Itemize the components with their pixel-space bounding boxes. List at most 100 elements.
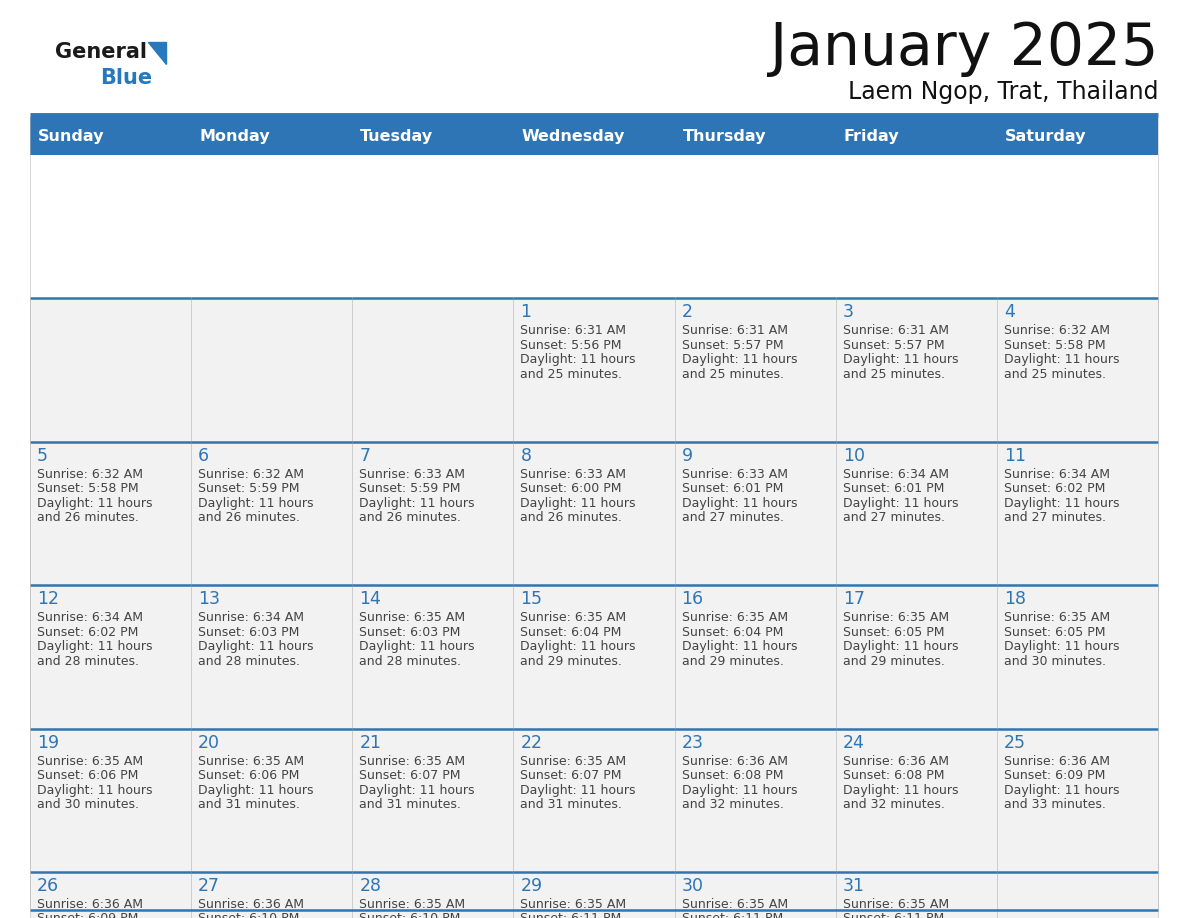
Text: Daylight: 11 hours: Daylight: 11 hours bbox=[198, 784, 314, 797]
Text: 30: 30 bbox=[682, 877, 703, 895]
Text: Daylight: 11 hours: Daylight: 11 hours bbox=[1004, 497, 1119, 509]
Text: Sunrise: 6:36 AM: Sunrise: 6:36 AM bbox=[842, 755, 949, 767]
Text: Sunset: 6:08 PM: Sunset: 6:08 PM bbox=[842, 769, 944, 782]
Text: 1: 1 bbox=[520, 304, 531, 321]
Text: and 27 minutes.: and 27 minutes. bbox=[842, 511, 944, 524]
Text: 16: 16 bbox=[682, 590, 703, 609]
Text: and 27 minutes.: and 27 minutes. bbox=[1004, 511, 1106, 524]
Text: Daylight: 11 hours: Daylight: 11 hours bbox=[37, 497, 152, 509]
Text: and 29 minutes.: and 29 minutes. bbox=[520, 655, 623, 667]
Text: Daylight: 11 hours: Daylight: 11 hours bbox=[520, 353, 636, 366]
Text: and 32 minutes.: and 32 minutes. bbox=[682, 798, 783, 812]
Text: Sunday: Sunday bbox=[38, 129, 105, 143]
Text: Sunrise: 6:35 AM: Sunrise: 6:35 AM bbox=[520, 898, 626, 911]
Text: Daylight: 11 hours: Daylight: 11 hours bbox=[198, 640, 314, 654]
FancyBboxPatch shape bbox=[835, 117, 997, 155]
FancyBboxPatch shape bbox=[30, 117, 191, 155]
Text: Daylight: 11 hours: Daylight: 11 hours bbox=[520, 784, 636, 797]
Text: 24: 24 bbox=[842, 733, 865, 752]
Text: and 25 minutes.: and 25 minutes. bbox=[682, 368, 784, 381]
Text: and 31 minutes.: and 31 minutes. bbox=[359, 798, 461, 812]
Text: Laem Ngop, Trat, Thailand: Laem Ngop, Trat, Thailand bbox=[847, 80, 1158, 104]
Text: 14: 14 bbox=[359, 590, 381, 609]
Text: Sunrise: 6:36 AM: Sunrise: 6:36 AM bbox=[37, 898, 143, 911]
Text: Sunset: 6:00 PM: Sunset: 6:00 PM bbox=[520, 482, 623, 496]
Text: 8: 8 bbox=[520, 447, 531, 465]
Text: 13: 13 bbox=[198, 590, 220, 609]
Text: Sunrise: 6:35 AM: Sunrise: 6:35 AM bbox=[1004, 611, 1110, 624]
Text: 29: 29 bbox=[520, 877, 543, 895]
FancyBboxPatch shape bbox=[997, 872, 1158, 918]
Text: and 28 minutes.: and 28 minutes. bbox=[37, 655, 139, 667]
Text: Sunset: 6:04 PM: Sunset: 6:04 PM bbox=[682, 626, 783, 639]
Text: 23: 23 bbox=[682, 733, 703, 752]
Text: Sunset: 6:10 PM: Sunset: 6:10 PM bbox=[359, 912, 461, 918]
FancyBboxPatch shape bbox=[997, 585, 1158, 729]
Text: Sunset: 6:07 PM: Sunset: 6:07 PM bbox=[359, 769, 461, 782]
Text: and 31 minutes.: and 31 minutes. bbox=[520, 798, 623, 812]
FancyBboxPatch shape bbox=[191, 729, 353, 872]
Text: and 29 minutes.: and 29 minutes. bbox=[842, 655, 944, 667]
Text: Sunrise: 6:34 AM: Sunrise: 6:34 AM bbox=[1004, 468, 1110, 481]
Text: Sunrise: 6:34 AM: Sunrise: 6:34 AM bbox=[198, 611, 304, 624]
Text: Sunset: 6:03 PM: Sunset: 6:03 PM bbox=[359, 626, 461, 639]
Text: Daylight: 11 hours: Daylight: 11 hours bbox=[682, 784, 797, 797]
Text: and 30 minutes.: and 30 minutes. bbox=[37, 798, 139, 812]
FancyBboxPatch shape bbox=[835, 729, 997, 872]
Text: Sunset: 6:04 PM: Sunset: 6:04 PM bbox=[520, 626, 621, 639]
Text: 27: 27 bbox=[198, 877, 220, 895]
FancyBboxPatch shape bbox=[675, 117, 835, 155]
Text: 7: 7 bbox=[359, 447, 371, 465]
Text: Sunrise: 6:36 AM: Sunrise: 6:36 AM bbox=[1004, 755, 1110, 767]
Text: 17: 17 bbox=[842, 590, 865, 609]
Text: Saturday: Saturday bbox=[1005, 129, 1086, 143]
Text: Sunrise: 6:33 AM: Sunrise: 6:33 AM bbox=[682, 468, 788, 481]
Text: 10: 10 bbox=[842, 447, 865, 465]
Text: Monday: Monday bbox=[200, 129, 270, 143]
Text: and 31 minutes.: and 31 minutes. bbox=[198, 798, 301, 812]
FancyBboxPatch shape bbox=[191, 117, 353, 155]
Text: Sunset: 5:59 PM: Sunset: 5:59 PM bbox=[359, 482, 461, 496]
FancyBboxPatch shape bbox=[675, 585, 835, 729]
Text: Sunset: 5:57 PM: Sunset: 5:57 PM bbox=[682, 339, 783, 352]
Text: Sunrise: 6:32 AM: Sunrise: 6:32 AM bbox=[198, 468, 304, 481]
FancyBboxPatch shape bbox=[30, 298, 191, 442]
Text: Sunset: 6:11 PM: Sunset: 6:11 PM bbox=[520, 912, 621, 918]
Text: and 26 minutes.: and 26 minutes. bbox=[359, 511, 461, 524]
Text: Blue: Blue bbox=[100, 68, 152, 88]
Text: and 32 minutes.: and 32 minutes. bbox=[842, 798, 944, 812]
FancyBboxPatch shape bbox=[353, 729, 513, 872]
Text: Daylight: 11 hours: Daylight: 11 hours bbox=[842, 640, 959, 654]
FancyBboxPatch shape bbox=[353, 298, 513, 442]
Text: 25: 25 bbox=[1004, 733, 1026, 752]
Text: Sunrise: 6:35 AM: Sunrise: 6:35 AM bbox=[198, 755, 304, 767]
Text: Sunrise: 6:31 AM: Sunrise: 6:31 AM bbox=[520, 324, 626, 338]
Text: January 2025: January 2025 bbox=[770, 20, 1158, 77]
Text: Sunset: 5:56 PM: Sunset: 5:56 PM bbox=[520, 339, 623, 352]
Text: and 28 minutes.: and 28 minutes. bbox=[198, 655, 301, 667]
Text: Daylight: 11 hours: Daylight: 11 hours bbox=[1004, 640, 1119, 654]
Text: and 26 minutes.: and 26 minutes. bbox=[198, 511, 301, 524]
FancyBboxPatch shape bbox=[997, 442, 1158, 585]
Text: Sunset: 6:01 PM: Sunset: 6:01 PM bbox=[842, 482, 944, 496]
Text: 3: 3 bbox=[842, 304, 854, 321]
FancyBboxPatch shape bbox=[675, 729, 835, 872]
Text: and 30 minutes.: and 30 minutes. bbox=[1004, 655, 1106, 667]
Text: Daylight: 11 hours: Daylight: 11 hours bbox=[359, 640, 475, 654]
Text: Sunset: 6:02 PM: Sunset: 6:02 PM bbox=[37, 626, 138, 639]
FancyBboxPatch shape bbox=[191, 298, 353, 442]
Text: Sunset: 6:11 PM: Sunset: 6:11 PM bbox=[842, 912, 944, 918]
FancyBboxPatch shape bbox=[513, 872, 675, 918]
Text: and 27 minutes.: and 27 minutes. bbox=[682, 511, 784, 524]
Text: and 28 minutes.: and 28 minutes. bbox=[359, 655, 461, 667]
Text: 4: 4 bbox=[1004, 304, 1015, 321]
Text: and 26 minutes.: and 26 minutes. bbox=[520, 511, 623, 524]
Text: 6: 6 bbox=[198, 447, 209, 465]
Text: General: General bbox=[55, 42, 147, 62]
Text: Sunrise: 6:36 AM: Sunrise: 6:36 AM bbox=[682, 755, 788, 767]
Text: and 29 minutes.: and 29 minutes. bbox=[682, 655, 783, 667]
Text: Daylight: 11 hours: Daylight: 11 hours bbox=[842, 353, 959, 366]
Text: 28: 28 bbox=[359, 877, 381, 895]
Text: Sunset: 5:58 PM: Sunset: 5:58 PM bbox=[37, 482, 139, 496]
FancyBboxPatch shape bbox=[353, 872, 513, 918]
